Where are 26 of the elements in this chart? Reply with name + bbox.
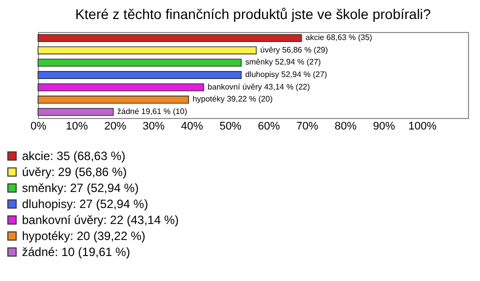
legend-label: akcie: 35 (68,63 %) [22, 149, 126, 163]
legend-label: dluhopisy: 27 (52,94 %) [22, 197, 148, 211]
data-label: dluhopisy 52,94 % (27) [245, 70, 328, 79]
data-label: žádné 19,61 % (10) [117, 106, 188, 116]
x-tick-label: 10% [66, 120, 88, 132]
data-label: směnky 52,94 % (27) [245, 58, 322, 67]
x-tick-label: 60% [258, 120, 280, 132]
x-tick-label: 90% [373, 120, 396, 132]
x-tick-label: 70% [296, 120, 318, 132]
legend-label: úvěry: 29 (56,86 %) [22, 165, 127, 179]
data-label: hypotéky 39,22 % (20) [192, 94, 273, 104]
x-tick-label: 80% [334, 120, 357, 132]
x-tick-label: 50% [219, 120, 242, 132]
chart-title: Které z těchto finančních produktů jste ve škole probírali? [75, 6, 432, 22]
data-label: úvěry 56,86 % (29) [260, 45, 328, 54]
x-tick-label: 100% [408, 120, 437, 132]
data-label: bankovní úvěry 43,14 % (22) [208, 82, 310, 92]
legend-label: hypotéky: 20 (39,22 %) [22, 229, 146, 243]
x-tick-label: 0% [30, 120, 47, 132]
legend-label: žádné: 10 (19,61 %) [22, 245, 130, 259]
data-label: akcie 68,63 % (35) [305, 33, 373, 42]
x-tick-label: 20% [104, 120, 127, 132]
x-tick-label: 30% [142, 120, 165, 132]
legend-label: směnky: 27 (52,94 %) [22, 181, 139, 195]
legend-label: bankovní úvěry: 22 (43,14 %) [22, 213, 179, 227]
x-tick-label: 40% [181, 120, 204, 132]
